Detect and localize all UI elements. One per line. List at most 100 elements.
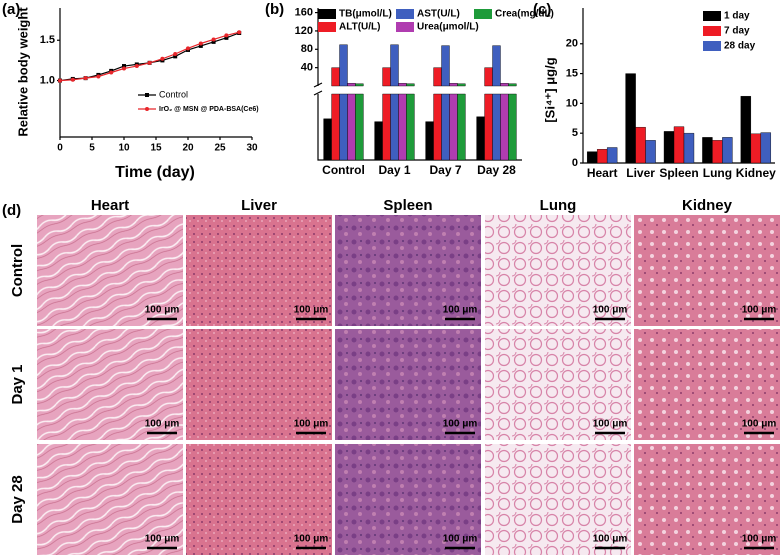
legend-label: Crea(mg/dL): [495, 9, 554, 20]
marker: [211, 39, 216, 44]
bar: [347, 83, 356, 161]
bar: [449, 83, 458, 161]
legend-label: 1 day: [724, 11, 750, 22]
scale-bar-label: 100 μm: [742, 305, 777, 316]
bar: [374, 121, 383, 161]
scale-bar-label: 100 μm: [294, 534, 329, 545]
marker: [70, 77, 75, 82]
legend-label: 28 day: [724, 41, 756, 52]
legend-label: Control: [159, 89, 188, 99]
y-tick-label: 1.0: [40, 74, 55, 86]
scale-bar-label: 100 μm: [593, 305, 628, 316]
marker: [147, 60, 152, 65]
marker: [237, 30, 242, 35]
bar: [683, 132, 695, 164]
scale-bar-label: 100 μm: [145, 534, 180, 545]
x-tick-label: Day 28: [477, 163, 516, 177]
legend-swatch: [474, 9, 492, 19]
bar: [508, 83, 517, 161]
marker: [83, 76, 88, 81]
bar: [382, 67, 391, 161]
y-tick-label: 120: [295, 25, 313, 37]
bar: [597, 149, 608, 164]
bar: [441, 45, 450, 161]
legend-swatch: [396, 9, 414, 19]
bar: [500, 83, 509, 161]
bar: [355, 83, 364, 161]
y-tick-label: 40: [301, 62, 313, 74]
micrograph: [186, 215, 332, 326]
x-tick-label: 25: [214, 143, 226, 154]
marker: [122, 66, 126, 71]
y-axis-label: [Si⁴⁺] μg/g: [542, 57, 557, 122]
marker: [224, 33, 229, 38]
scale-bar-label: 100 μm: [145, 419, 180, 430]
bar: [425, 121, 434, 161]
bar: [398, 83, 407, 161]
legend-label: AST(U/L): [417, 9, 460, 20]
legend-swatch: [318, 9, 336, 19]
bar: [625, 73, 636, 164]
bar: [635, 127, 646, 164]
marker: [186, 46, 190, 51]
row-label: Control: [9, 244, 26, 297]
axis: [59, 8, 252, 138]
marker: [122, 64, 126, 69]
scale-bar-label: 100 μm: [443, 419, 478, 430]
column-label: Liver: [241, 197, 277, 214]
legend-label: ALT(U/L): [339, 22, 380, 33]
scale-bar-label: 100 μm: [443, 534, 478, 545]
bar: [433, 67, 442, 161]
micrograph: [37, 215, 183, 326]
micrograph: [485, 444, 631, 555]
marker: [173, 51, 178, 56]
x-tick-label: Kidney: [736, 166, 776, 180]
y-tick-label: 5: [572, 127, 578, 139]
marker: [211, 37, 216, 42]
marker: [96, 74, 101, 79]
y-tick-label: 1.5: [40, 34, 55, 46]
legend-swatch: [318, 22, 336, 32]
micrograph: [634, 444, 780, 555]
y-tick-label: 160: [295, 6, 313, 18]
axis-break: [313, 82, 323, 96]
marker: [134, 64, 139, 69]
row-label: Day 28: [9, 475, 26, 523]
x-tick-label: 30: [246, 143, 258, 154]
scale-bar-label: 100 μm: [742, 419, 777, 430]
bar: [645, 140, 656, 164]
x-tick-label: Control: [322, 163, 365, 177]
micrograph: [37, 444, 183, 555]
bar: [457, 83, 466, 161]
micrograph: [335, 215, 481, 326]
legend-label: 7 day: [724, 26, 750, 37]
scale-bar-label: 100 μm: [742, 534, 777, 545]
panel-label: (d): [2, 202, 21, 219]
bar: [740, 96, 752, 164]
legend-swatch: [703, 26, 721, 36]
bar: [673, 126, 685, 164]
marker: [58, 78, 62, 83]
micrograph: [335, 444, 481, 555]
bar: [760, 132, 771, 164]
bar: [606, 147, 618, 164]
marker: [224, 35, 229, 40]
bar: [712, 140, 723, 164]
y-tick-label: 20: [566, 38, 578, 50]
x-tick-label: Lung: [703, 166, 732, 180]
scale-bar-label: 100 μm: [145, 305, 180, 316]
x-axis-label: Time (day): [115, 164, 195, 181]
column-label: Kidney: [682, 197, 733, 214]
x-tick-label: 5: [89, 143, 95, 154]
scale-bar-label: 100 μm: [593, 419, 628, 430]
legend-marker: [145, 93, 149, 97]
marker: [109, 70, 114, 75]
x-tick-label: 0: [57, 143, 63, 154]
y-tick-label: 15: [566, 67, 578, 79]
marker: [198, 41, 203, 46]
micrograph: [485, 215, 631, 326]
micrograph: [186, 444, 332, 555]
panel-label: (b): [265, 1, 284, 18]
bar: [339, 44, 348, 161]
